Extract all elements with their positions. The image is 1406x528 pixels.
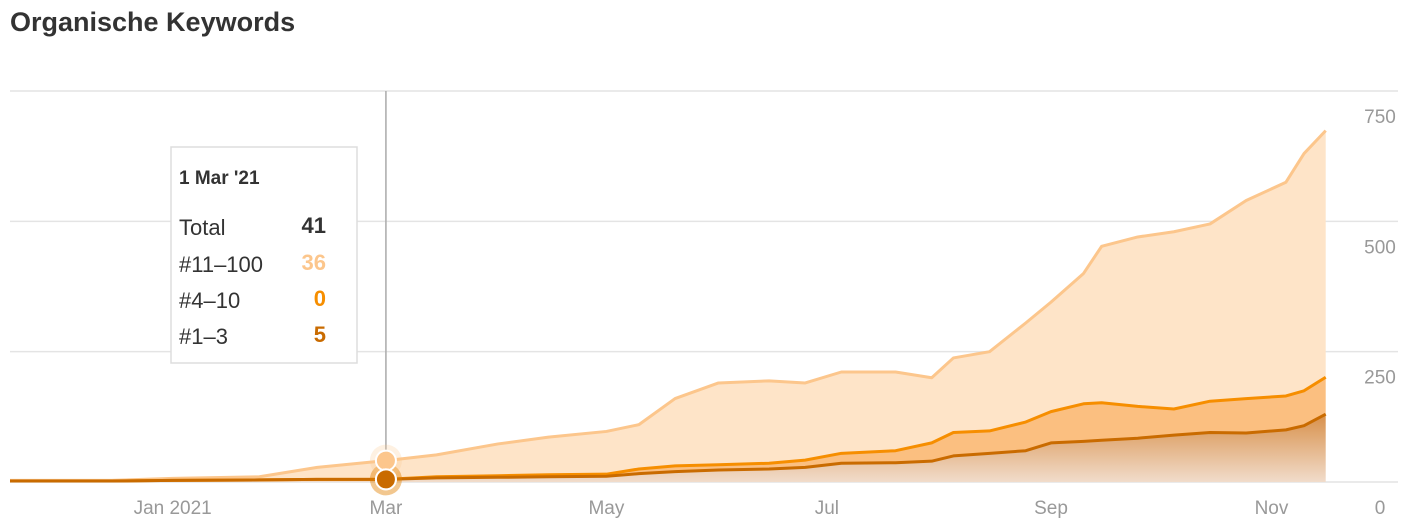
tooltip-date: 1 Mar '21 xyxy=(179,168,260,189)
chart-title: Organische Keywords xyxy=(10,7,295,37)
tooltip-label: #11–100 xyxy=(179,252,263,277)
x-tick-label: Jul xyxy=(815,498,839,519)
y-tick-label: 500 xyxy=(1364,237,1396,258)
y-tick-label: 0 xyxy=(1375,498,1386,519)
area xyxy=(10,377,1326,481)
x-tick-label: May xyxy=(588,498,624,519)
tooltip-value: 5 xyxy=(314,322,326,347)
tooltip-value: 41 xyxy=(302,213,326,238)
y-tick-label: 250 xyxy=(1364,368,1396,389)
tooltip-value: 0 xyxy=(314,286,326,311)
area xyxy=(10,130,1326,481)
y-tick-label: 750 xyxy=(1364,107,1396,128)
tooltip-label: #4–10 xyxy=(179,288,240,313)
tooltip-box xyxy=(170,146,358,364)
area xyxy=(10,414,1326,482)
x-tick-label: Nov xyxy=(1255,498,1289,519)
hover-dot xyxy=(374,449,397,472)
tooltip-label: Total xyxy=(179,215,225,240)
x-tick-label: Sep xyxy=(1034,498,1068,519)
x-tick-label: Mar xyxy=(370,498,403,519)
hover-dot xyxy=(374,468,397,491)
tooltip-value: 36 xyxy=(302,250,326,275)
x-tick-label: Jan 2021 xyxy=(134,498,212,519)
tooltip-label: #1–3 xyxy=(179,324,228,349)
